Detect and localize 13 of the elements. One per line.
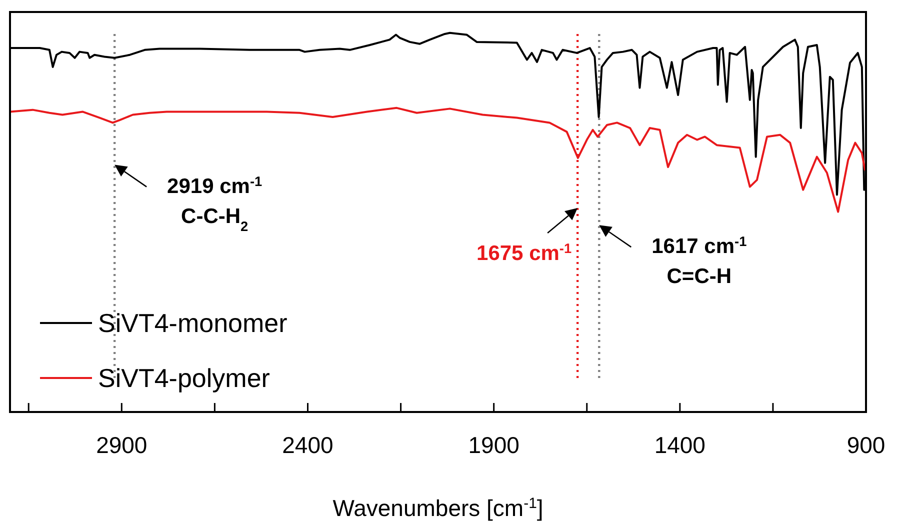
annotation: 1675 cm$^{-1}$ <box>476 240 572 266</box>
x-axis-title: Wavenumbers [cm$^{-1}$] <box>332 494 544 521</box>
x-tick-label: 2900 <box>96 432 148 458</box>
legend-label: SiVT4-monomer <box>98 308 288 338</box>
annotation: C=C-H <box>666 265 732 288</box>
annotation: C-C-H$_{2}$ <box>181 204 249 234</box>
x-tick-label: 1900 <box>468 432 520 458</box>
x-tick-label: 2400 <box>282 432 334 458</box>
annotation: 1617 cm$^{-1}$ <box>652 234 748 258</box>
legend-label: SiVT4-polymer <box>98 363 270 393</box>
annotation: 2919 cm$^{-1}$ <box>167 173 263 198</box>
x-tick-label: 1400 <box>654 432 706 458</box>
x-tick-label: 900 <box>846 432 886 458</box>
